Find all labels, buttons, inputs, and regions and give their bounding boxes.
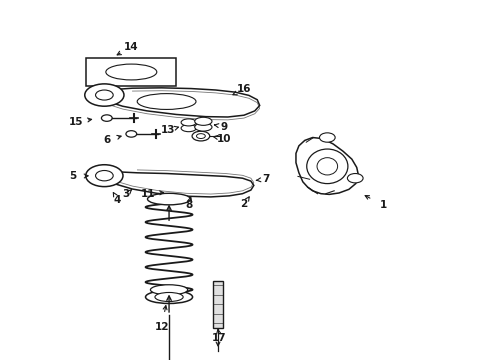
Ellipse shape bbox=[195, 123, 212, 131]
Ellipse shape bbox=[106, 64, 157, 80]
Text: 2: 2 bbox=[241, 199, 247, 210]
Ellipse shape bbox=[307, 149, 348, 184]
Ellipse shape bbox=[155, 292, 183, 302]
Ellipse shape bbox=[126, 131, 137, 137]
Ellipse shape bbox=[150, 285, 188, 295]
Text: 16: 16 bbox=[237, 84, 251, 94]
Text: 9: 9 bbox=[221, 122, 228, 132]
Ellipse shape bbox=[347, 174, 363, 183]
Ellipse shape bbox=[195, 117, 212, 125]
Ellipse shape bbox=[192, 131, 210, 141]
Polygon shape bbox=[296, 138, 359, 194]
Ellipse shape bbox=[137, 94, 196, 109]
Ellipse shape bbox=[317, 158, 338, 175]
Ellipse shape bbox=[196, 134, 205, 139]
Text: 7: 7 bbox=[262, 174, 270, 184]
Text: 8: 8 bbox=[185, 200, 192, 210]
Text: 15: 15 bbox=[69, 117, 83, 127]
Ellipse shape bbox=[181, 119, 196, 126]
Text: 1: 1 bbox=[380, 200, 387, 210]
Text: 6: 6 bbox=[103, 135, 110, 145]
Text: 17: 17 bbox=[212, 333, 227, 343]
Text: 3: 3 bbox=[123, 189, 130, 199]
Polygon shape bbox=[100, 88, 260, 117]
Polygon shape bbox=[98, 171, 254, 197]
Ellipse shape bbox=[96, 90, 113, 100]
Ellipse shape bbox=[146, 291, 193, 303]
Text: 12: 12 bbox=[154, 322, 169, 332]
Text: 5: 5 bbox=[69, 171, 76, 181]
Ellipse shape bbox=[86, 165, 123, 186]
Text: 14: 14 bbox=[124, 42, 139, 52]
Bar bbox=[213, 281, 223, 328]
Text: 10: 10 bbox=[217, 134, 232, 144]
Ellipse shape bbox=[147, 193, 191, 205]
Ellipse shape bbox=[85, 84, 124, 106]
Ellipse shape bbox=[319, 133, 335, 142]
Ellipse shape bbox=[96, 171, 113, 181]
Text: 11: 11 bbox=[141, 189, 155, 199]
Ellipse shape bbox=[181, 125, 196, 132]
Text: 4: 4 bbox=[114, 195, 122, 205]
Ellipse shape bbox=[101, 115, 112, 121]
Text: 13: 13 bbox=[160, 125, 175, 135]
Bar bbox=[86, 58, 176, 86]
